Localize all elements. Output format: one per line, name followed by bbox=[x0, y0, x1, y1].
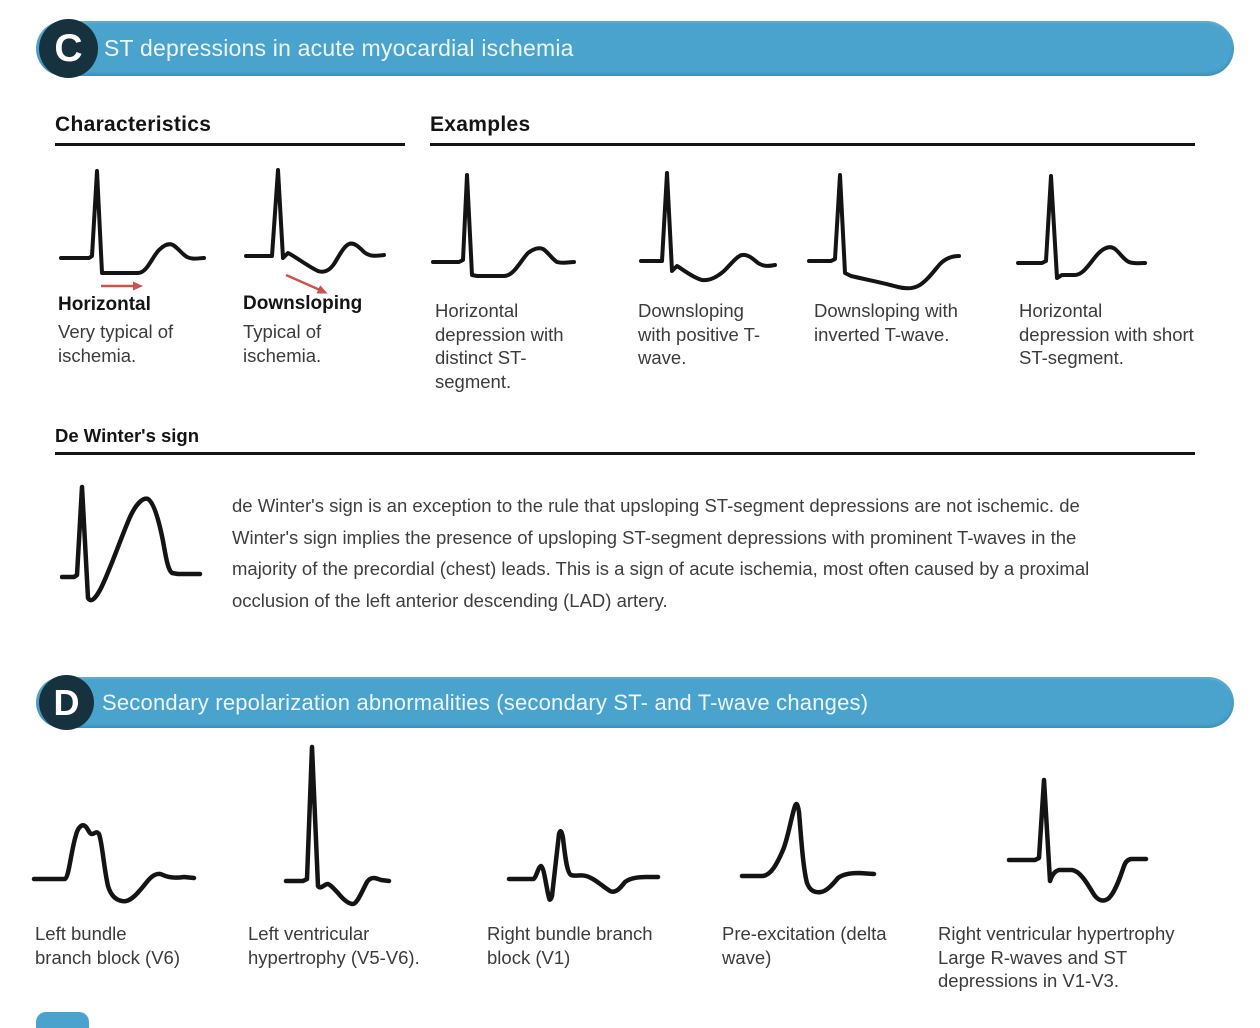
examples-heading: Examples bbox=[430, 113, 531, 136]
dewinter-paragraph: de Winter's sign is an exception to the … bbox=[232, 495, 1090, 611]
characteristic-label: Horizontal bbox=[58, 294, 151, 315]
section-d-caption: Right bundle branch block (V1) bbox=[487, 923, 653, 968]
horizontal-arrow-icon bbox=[101, 281, 143, 291]
ecg-downsloping-inverted-t-icon bbox=[807, 173, 961, 291]
ecg-lvh-icon bbox=[283, 744, 392, 907]
characteristics-heading: Characteristics bbox=[55, 113, 212, 136]
section-d-caption: Pre-excitation (delta wave) bbox=[722, 923, 887, 968]
characteristic-desc: Very typical of ischemia. bbox=[58, 321, 174, 366]
characteristic-label: Downsloping bbox=[243, 293, 363, 314]
characteristic-desc: Typical of ischemia. bbox=[243, 321, 322, 366]
ecg-horizontal-short-st-icon bbox=[1016, 174, 1147, 280]
ecg-dewinter-sign-icon bbox=[60, 484, 203, 603]
example-caption: Downsloping with positive T- wave. bbox=[638, 300, 761, 368]
section-c-title: ST depressions in acute myocardial ische… bbox=[104, 35, 574, 61]
ecg-preexcitation-icon bbox=[739, 801, 877, 895]
dewinter-rule bbox=[55, 452, 1195, 455]
dewinter-heading: De Winter's sign bbox=[55, 425, 200, 446]
example-caption: Horizontal depression with distinct ST- … bbox=[435, 300, 564, 392]
ecg-rvh-icon bbox=[1006, 777, 1149, 903]
example-caption: Horizontal depression with short ST-segm… bbox=[1019, 300, 1194, 368]
ecg-downsloping-positive-t-icon bbox=[639, 171, 777, 283]
section-d-title: Secondary repolarization abnormalities (… bbox=[102, 689, 869, 715]
section-d-caption: Left bundle branch block (V6) bbox=[35, 923, 180, 968]
ecg-lbbb-icon bbox=[31, 823, 197, 904]
example-caption: Downsloping with inverted T-wave. bbox=[814, 300, 958, 345]
section-d-caption: Left ventricular hypertrophy (V5-V6). bbox=[248, 923, 420, 968]
section-d-caption: Right ventricular hypertrophy Large R-wa… bbox=[938, 923, 1175, 991]
characteristics-rule bbox=[55, 143, 405, 146]
section-d-banner: D Secondary repolarization abnormalities… bbox=[36, 675, 1234, 730]
examples-rule bbox=[430, 143, 1195, 146]
section-c-badge: C bbox=[39, 19, 98, 78]
ecg-horizontal-depression-icon bbox=[59, 169, 206, 275]
ecg-rbbb-icon bbox=[506, 829, 661, 902]
downsloping-arrow-icon bbox=[285, 273, 328, 294]
section-c-banner: C ST depressions in acute myocardial isc… bbox=[36, 19, 1234, 78]
ecg-horizontal-distinct-st-icon bbox=[431, 173, 576, 278]
next-section-banner-fragment bbox=[36, 1012, 89, 1028]
ecg-downsloping-depression-icon bbox=[244, 168, 386, 274]
section-d-badge: D bbox=[39, 675, 94, 730]
